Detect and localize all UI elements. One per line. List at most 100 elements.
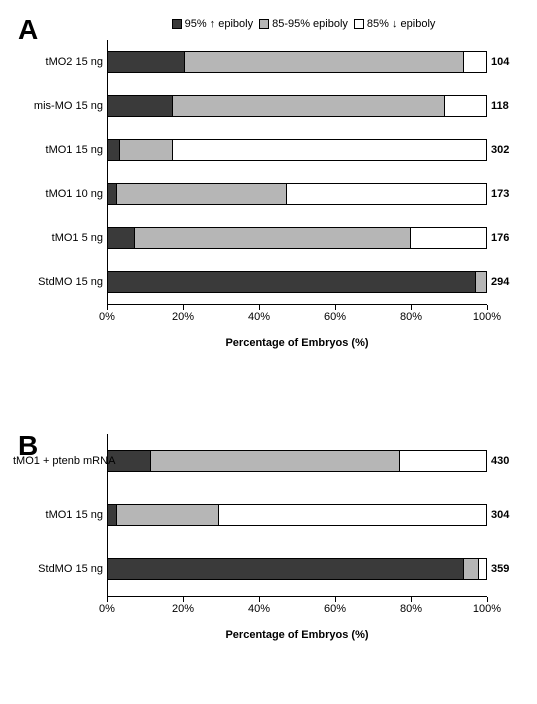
stacked-bar [108, 450, 487, 472]
ylabel: tMO2 15 ng [13, 56, 103, 68]
stacked-bar [108, 558, 487, 580]
ylabel: tMO1 15 ng [13, 144, 103, 156]
plot-b: tMO1 + ptenb mRNA430tMO1 15 ng304StdMO 1… [107, 434, 487, 597]
n-label: 176 [491, 232, 509, 244]
ylabel: StdMO 15 ng [13, 563, 103, 575]
bar-segment [116, 184, 286, 204]
bar-segment [399, 451, 486, 471]
bar-segment [475, 272, 486, 292]
n-label: 294 [491, 276, 509, 288]
legend-item: 85-95% epiboly [259, 18, 348, 30]
n-label: 118 [491, 100, 509, 112]
panel-a: A 95% ↑ epiboly 85-95% epiboly 85% ↓ epi… [12, 18, 525, 398]
xtick-label: 60% [324, 311, 346, 323]
plot-a: tMO2 15 ng104 mis-MO 15 ng118 tMO1 15 ng30… [107, 40, 487, 305]
bar-segment [463, 559, 478, 579]
chart-row: tMO1 + ptenb mRNA430 [108, 450, 487, 472]
xtick [487, 597, 488, 602]
stacked-bar [108, 51, 487, 73]
xtick [183, 597, 184, 602]
n-label: 359 [491, 563, 509, 575]
ylabel: tMO1 15 ng [13, 509, 103, 521]
bar-segment [172, 96, 444, 116]
bar-segment [108, 505, 116, 525]
n-label: 304 [491, 509, 509, 521]
chart-row: StdMO 15 ng294 [108, 271, 487, 293]
n-label: 104 [491, 56, 509, 68]
xtick [411, 597, 412, 602]
stacked-bar [108, 227, 487, 249]
xtick [259, 305, 260, 310]
stacked-bar [108, 271, 487, 293]
chart-row: tMO1 5 ng176 [108, 227, 487, 249]
stacked-bar [108, 139, 487, 161]
chart-row: tMO2 15 ng104 [108, 51, 487, 73]
xtick-label: 100% [473, 603, 501, 615]
stacked-bar [108, 504, 487, 526]
xaxis-b: 0%20%40%60%80%100% [107, 597, 487, 627]
legend-swatch-mid [259, 19, 269, 29]
xtick-label: 80% [400, 311, 422, 323]
bar-segment [108, 184, 116, 204]
legend-item: 95% ↑ epiboly [172, 18, 254, 30]
xaxis-a: 0%20%40%60%80%100% [107, 305, 487, 335]
ylabel: tMO1 10 ng [13, 188, 103, 200]
xaxis-label-a: Percentage of Embryos (%) [107, 337, 487, 349]
xtick [107, 597, 108, 602]
bar-segment [116, 505, 218, 525]
ylabel: tMO1 + ptenb mRNA [13, 455, 103, 467]
xtick [335, 305, 336, 310]
bar-segment [286, 184, 486, 204]
n-label: 302 [491, 144, 509, 156]
bar-segment [108, 228, 134, 248]
xtick [107, 305, 108, 310]
xtick [259, 597, 260, 602]
xtick-label: 100% [473, 311, 501, 323]
panel-a-label: A [18, 14, 38, 46]
ylabel: StdMO 15 ng [13, 276, 103, 288]
xtick-label: 40% [248, 311, 270, 323]
bar-segment [108, 559, 463, 579]
ylabel: tMO1 5 ng [13, 232, 103, 244]
bar-segment [119, 140, 172, 160]
stacked-bar [108, 183, 487, 205]
n-label: 173 [491, 188, 509, 200]
chart-a: tMO2 15 ng104 mis-MO 15 ng118 tMO1 15 ng30… [107, 40, 487, 349]
bar-segment [134, 228, 410, 248]
xtick-label: 60% [324, 603, 346, 615]
legend: 95% ↑ epiboly 85-95% epiboly 85% ↓ epibo… [82, 18, 525, 30]
xtick-label: 0% [99, 311, 115, 323]
chart-b: tMO1 + ptenb mRNA430tMO1 15 ng304StdMO 1… [107, 434, 487, 641]
ylabel: mis-MO 15 ng [13, 100, 103, 112]
xtick-label: 80% [400, 603, 422, 615]
bar-segment [218, 505, 486, 525]
bar-segment [108, 140, 119, 160]
legend-item: 85% ↓ epiboly [354, 18, 436, 30]
bar-segment [172, 140, 486, 160]
xtick-label: 20% [172, 603, 194, 615]
bar-segment [478, 559, 486, 579]
legend-label: 85% ↓ epiboly [367, 18, 436, 30]
xtick [411, 305, 412, 310]
bar-segment [184, 52, 464, 72]
xtick [487, 305, 488, 310]
n-label: 430 [491, 455, 509, 467]
legend-label: 85-95% epiboly [272, 18, 348, 30]
bar-segment [108, 272, 475, 292]
chart-row: tMO1 10 ng173 [108, 183, 487, 205]
legend-label: 95% ↑ epiboly [185, 18, 254, 30]
bar-segment [463, 52, 486, 72]
stacked-bar [108, 95, 487, 117]
chart-row: mis-MO 15 ng118 [108, 95, 487, 117]
chart-row: tMO1 15 ng302 [108, 139, 487, 161]
bar-segment [108, 96, 172, 116]
legend-swatch-dark [172, 19, 182, 29]
bar-segment [444, 96, 486, 116]
xtick [183, 305, 184, 310]
bar-segment [108, 52, 184, 72]
legend-swatch-light [354, 19, 364, 29]
chart-row: StdMO 15 ng359 [108, 558, 487, 580]
xtick-label: 20% [172, 311, 194, 323]
bar-segment [410, 228, 486, 248]
xtick-label: 0% [99, 603, 115, 615]
